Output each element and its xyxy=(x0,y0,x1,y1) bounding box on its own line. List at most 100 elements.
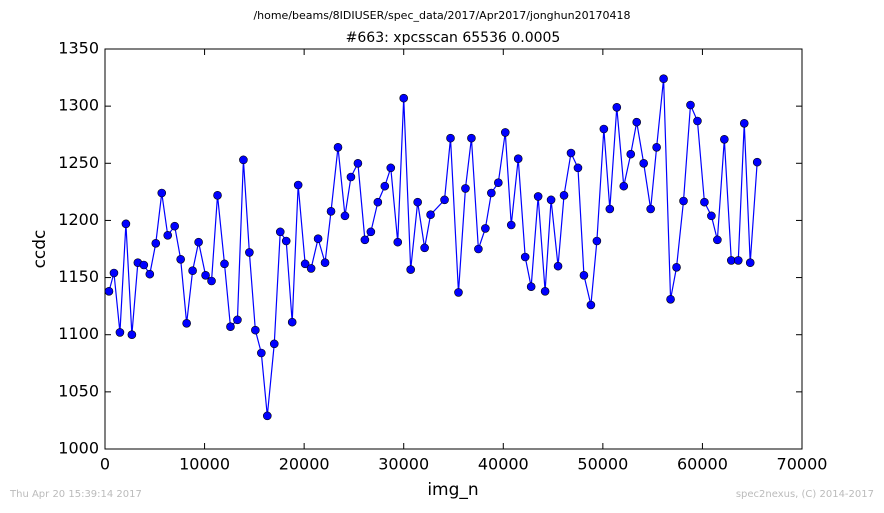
data-point xyxy=(494,178,503,188)
data-point xyxy=(426,210,435,220)
data-point xyxy=(474,244,483,254)
y-tick-label: 1050 xyxy=(58,381,99,400)
data-point xyxy=(546,195,556,205)
data-point xyxy=(226,322,235,332)
data-point xyxy=(733,256,743,265)
data-point xyxy=(467,133,476,143)
data-point xyxy=(281,236,291,246)
x-tick-label: 20000 xyxy=(279,455,330,474)
data-point xyxy=(104,286,114,296)
data-point xyxy=(461,184,470,193)
data-point xyxy=(182,318,191,328)
data-point xyxy=(707,211,716,221)
data-point xyxy=(639,158,648,168)
data-point xyxy=(326,206,336,216)
data-point xyxy=(220,259,229,269)
footer-credit: spec2nexus, (C) 2014-2017 xyxy=(736,489,874,500)
data-point xyxy=(413,197,422,207)
data-point xyxy=(145,269,155,279)
data-point xyxy=(213,190,222,200)
data-point xyxy=(752,157,762,167)
data-point xyxy=(652,142,661,152)
data-point xyxy=(513,154,523,164)
data-point xyxy=(599,124,609,134)
data-point xyxy=(586,300,596,310)
data-point xyxy=(313,234,323,244)
data-point xyxy=(194,237,203,247)
chart-subtitle: #663: xpcsscan 65536 0.0005 xyxy=(346,30,561,46)
footer-date: Thu Apr 20 15:39:14 2017 xyxy=(9,489,142,500)
data-point xyxy=(700,197,709,207)
data-point xyxy=(293,180,303,190)
data-point xyxy=(573,163,583,173)
data-point xyxy=(287,317,297,327)
x-tick-label: 70000 xyxy=(777,455,828,474)
chart-title: /home/beams/8IDIUSER/spec_data/2017/Apr2… xyxy=(253,9,630,22)
data-point xyxy=(233,315,242,325)
data-point xyxy=(201,270,210,280)
data-point xyxy=(553,261,563,271)
data-point xyxy=(440,195,449,205)
y-tick-label: 1200 xyxy=(58,210,99,229)
data-point xyxy=(188,266,197,276)
data-point xyxy=(693,116,702,126)
data-point xyxy=(127,330,137,340)
data-point xyxy=(380,181,390,191)
data-point xyxy=(251,325,260,335)
data-point xyxy=(346,172,356,182)
x-tick-label: 50000 xyxy=(577,455,628,474)
data-point xyxy=(306,264,316,273)
data-point xyxy=(406,265,415,274)
data-point xyxy=(157,188,167,198)
y-tick-label: 1300 xyxy=(58,96,99,115)
data-point xyxy=(386,163,396,173)
data-point xyxy=(139,260,149,270)
y-tick-label: 1100 xyxy=(58,324,99,343)
data-point xyxy=(745,258,755,268)
data-point xyxy=(592,236,602,246)
data-point xyxy=(566,148,576,158)
data-point xyxy=(446,133,455,143)
data-point xyxy=(239,155,248,165)
data-point xyxy=(353,158,363,168)
data-point xyxy=(420,243,429,253)
data-point xyxy=(454,288,463,297)
data-point xyxy=(333,142,343,152)
data-point xyxy=(170,221,179,231)
data-point xyxy=(500,128,510,137)
data-point xyxy=(393,237,403,247)
data-point xyxy=(559,190,569,200)
data-line xyxy=(108,78,758,416)
data-point xyxy=(666,294,675,304)
data-point xyxy=(207,276,216,286)
data-point xyxy=(487,188,496,198)
plot-frame xyxy=(104,48,803,450)
data-point xyxy=(163,230,173,240)
data-point xyxy=(121,219,131,229)
y-tick-label: 1150 xyxy=(58,267,99,286)
data-point xyxy=(526,282,536,292)
x-tick-label: 30000 xyxy=(378,455,429,474)
data-point xyxy=(506,220,516,230)
data-point xyxy=(269,339,279,349)
data-point xyxy=(672,262,681,272)
data-point xyxy=(533,192,543,201)
data-point xyxy=(720,134,729,144)
data-point xyxy=(109,268,119,278)
data-point xyxy=(320,258,330,268)
data-point xyxy=(176,254,185,264)
data-point xyxy=(632,117,642,127)
y-axis-label: ccdc xyxy=(30,230,50,269)
data-point xyxy=(686,100,695,110)
data-point xyxy=(739,118,749,128)
data-point xyxy=(360,235,370,245)
x-tick-label: 60000 xyxy=(677,455,728,474)
y-tick-label: 1250 xyxy=(58,153,99,172)
data-point xyxy=(263,411,272,421)
data-point xyxy=(257,348,266,358)
data-point xyxy=(245,248,254,257)
data-point xyxy=(579,270,589,280)
data-point xyxy=(626,149,636,159)
